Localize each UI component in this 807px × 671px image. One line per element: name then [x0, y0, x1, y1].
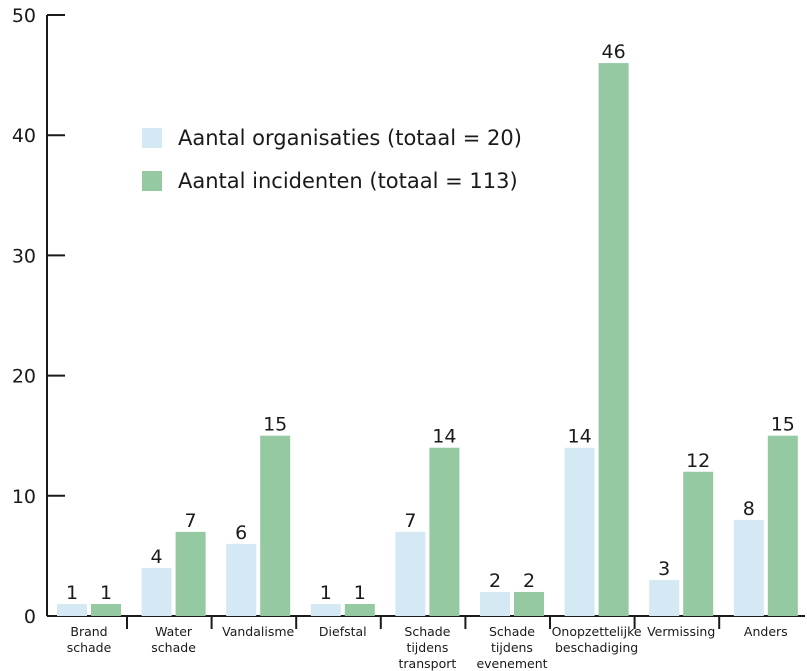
x-tick-label: Water — [155, 624, 193, 639]
data-label: 7 — [185, 510, 197, 532]
data-label: 15 — [771, 414, 795, 436]
bar — [514, 591, 544, 616]
data-label: 2 — [489, 570, 501, 592]
bar — [649, 579, 680, 616]
x-tick-label: evenement — [476, 656, 547, 671]
data-label: 14 — [568, 426, 592, 448]
bar — [141, 567, 172, 616]
y-tick-label: 50 — [12, 5, 36, 27]
data-label: 1 — [354, 582, 366, 604]
bar — [683, 471, 714, 616]
data-label: 2 — [523, 570, 535, 592]
x-tick-label: schade — [151, 640, 196, 655]
bar — [429, 447, 460, 616]
bar — [767, 435, 798, 616]
labels: 1 1Brandschade47Waterschade615Vandalisme1… — [66, 41, 795, 671]
bar — [310, 603, 341, 616]
x-tick-label: Onopzettelijke — [552, 624, 642, 639]
bar — [175, 531, 206, 616]
data-label: 1 — [320, 582, 332, 604]
bar — [395, 531, 426, 616]
bar — [91, 603, 121, 616]
data-label: 15 — [263, 414, 287, 436]
bar — [598, 63, 629, 616]
x-tick-label: schade — [67, 640, 112, 655]
data-label: 46 — [602, 41, 626, 63]
axes: 0 10 20 30 40 50 — [12, 5, 805, 629]
y-tick-label: 30 — [12, 245, 36, 267]
x-tick-label: Schade — [404, 624, 450, 639]
legend-swatch — [142, 128, 162, 148]
x-tick-label: Anders — [744, 624, 788, 639]
data-label: 1 — [100, 582, 112, 604]
y-tick-label: 40 — [12, 125, 36, 147]
y-tick-label: 0 — [24, 606, 36, 628]
data-label: 3 — [658, 558, 670, 580]
data-label: 7 — [404, 510, 416, 532]
y-tick-label: 20 — [12, 366, 36, 388]
bar — [344, 603, 375, 616]
bar — [226, 543, 257, 616]
x-tick-label: tijdens — [406, 640, 448, 655]
x-tick-label: Brand — [70, 624, 107, 639]
bar — [260, 435, 291, 616]
bar — [57, 603, 87, 616]
data-label: 12 — [686, 450, 710, 472]
bar — [480, 591, 510, 616]
data-label: 8 — [743, 498, 755, 520]
x-tick-label: Vandalisme — [222, 624, 294, 639]
bar — [564, 447, 595, 616]
legend-swatch — [142, 171, 162, 191]
data-label: 4 — [151, 546, 163, 568]
x-tick-label: Schade — [489, 624, 535, 639]
data-label: 1 — [66, 582, 78, 604]
x-tick-label: Diefstal — [319, 624, 367, 639]
bars — [57, 63, 798, 616]
data-label: 14 — [432, 426, 456, 448]
legend: Aantal organisaties (totaal = 20) Aantal … — [142, 126, 522, 193]
legend-label: Aantal organisaties (totaal = 20) — [178, 126, 522, 150]
x-tick-label: Vermissing — [647, 624, 715, 639]
data-label: 6 — [235, 522, 247, 544]
bar — [733, 519, 764, 616]
legend-label: Aantal incidenten (totaal = 113) — [178, 169, 518, 193]
x-tick-label: tijdens — [491, 640, 533, 655]
y-tick-label: 10 — [12, 486, 36, 508]
x-tick-label: transport — [399, 656, 457, 671]
x-tick-label: beschadiging — [555, 640, 638, 655]
